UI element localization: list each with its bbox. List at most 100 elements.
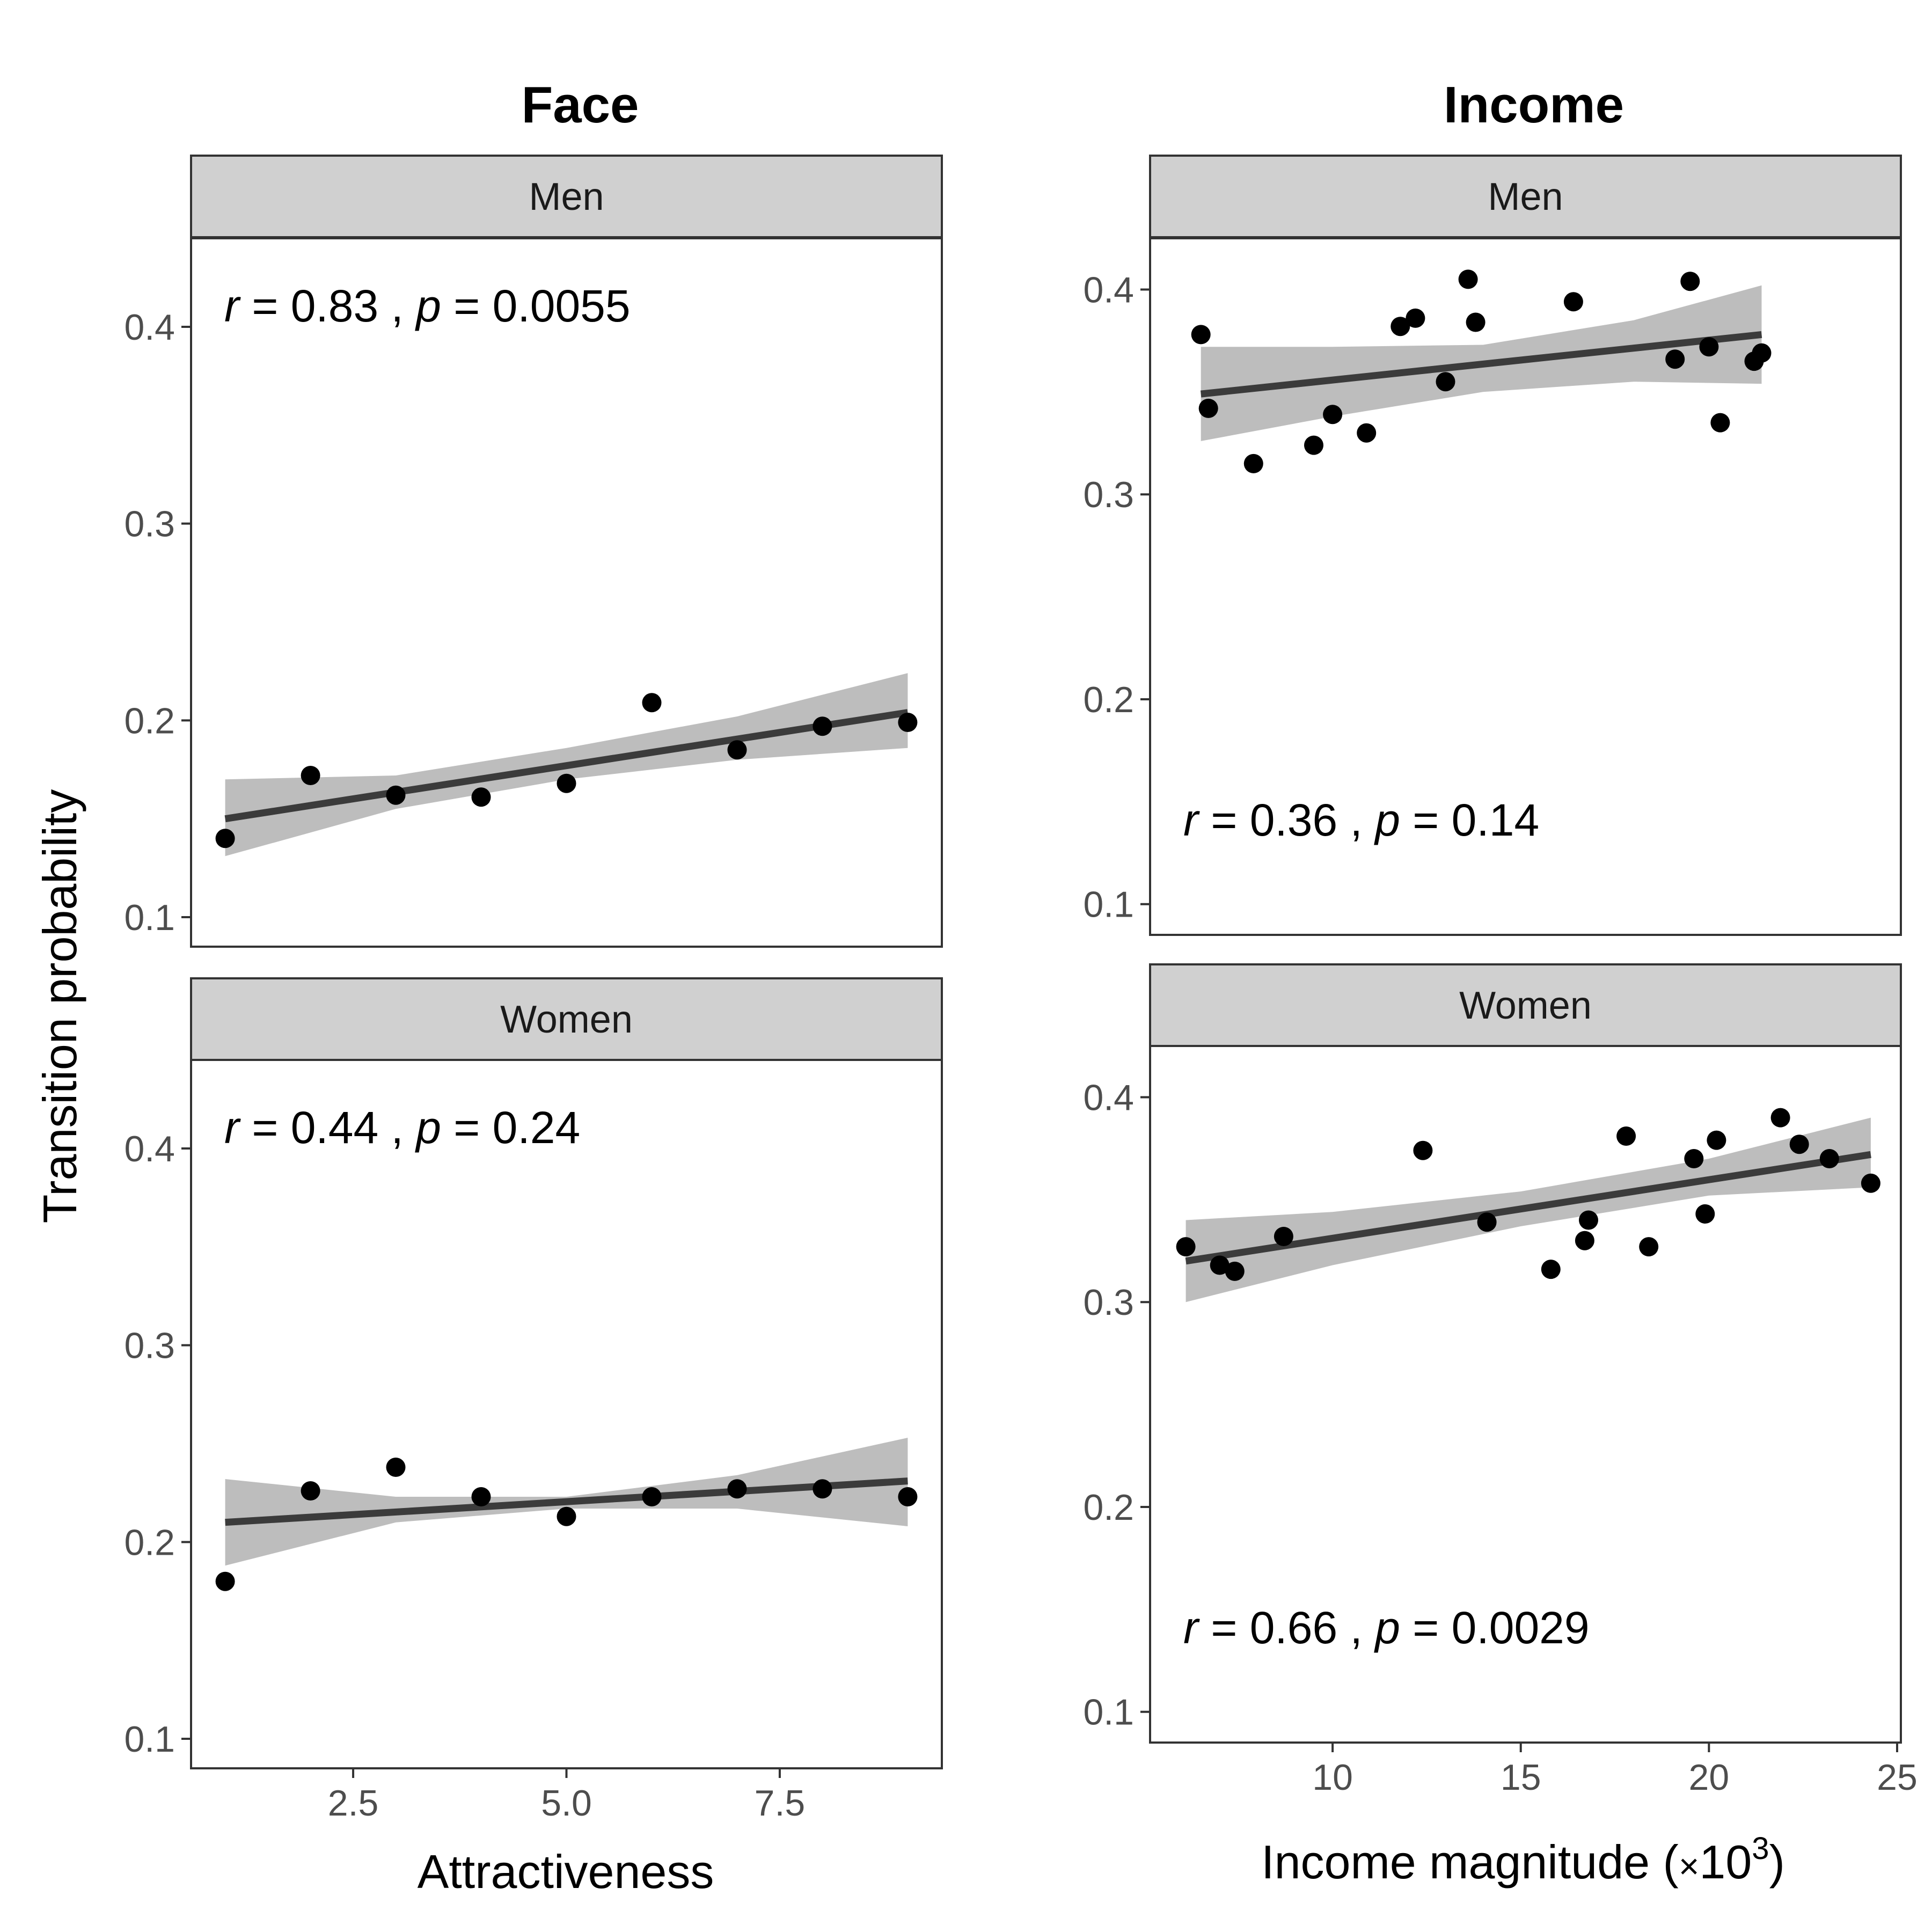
data-point-face-men-6 xyxy=(642,693,662,713)
y-tick-label-income-women: 0.1 xyxy=(1083,1692,1134,1733)
correlation-annotation-income-women: r = 0.66 , p = 0.0029 xyxy=(1183,1602,1590,1653)
data-point-income-men-13 xyxy=(1665,349,1685,369)
data-point-face-men-7 xyxy=(727,740,747,760)
regression-line-face-women xyxy=(225,1477,908,1526)
plot-area-face-men xyxy=(191,238,942,947)
regression-line-income-women xyxy=(1185,1151,1871,1265)
x-axis-label-income-base: 10 xyxy=(1699,1835,1752,1889)
strip-income-men xyxy=(1149,155,1902,238)
strip-label-face-men: Men xyxy=(529,175,604,218)
data-point-face-women-2 xyxy=(301,1481,320,1501)
data-point-income-women-10 xyxy=(1616,1126,1636,1146)
y-tick-label-income-men: 0.4 xyxy=(1083,269,1134,310)
data-point-income-women-17 xyxy=(1819,1149,1839,1168)
data-point-face-women-4 xyxy=(471,1487,491,1506)
data-point-face-men-5 xyxy=(557,773,576,793)
data-point-face-women-9 xyxy=(898,1487,918,1506)
x-tick-label-income-women: 25 xyxy=(1877,1757,1918,1798)
panel-border-income-women xyxy=(1149,1045,1902,1744)
data-point-income-women-11 xyxy=(1639,1237,1659,1257)
data-point-face-men-4 xyxy=(471,787,491,807)
y-tick-label-face-men: 0.1 xyxy=(124,897,175,938)
data-point-income-men-4 xyxy=(1304,435,1323,455)
x-axis-label-face: Attractiveness xyxy=(418,1845,714,1898)
x-axis-label-income-close: ) xyxy=(1769,1835,1785,1889)
y-tick-label-face-women: 0.3 xyxy=(124,1326,175,1366)
data-point-face-men-3 xyxy=(386,785,406,805)
strip-face-women xyxy=(190,977,943,1061)
data-point-income-women-6 xyxy=(1477,1212,1497,1232)
data-point-face-women-6 xyxy=(642,1487,662,1506)
strip-label-face-women: Women xyxy=(500,998,633,1041)
panel-income-women: Women 0.1 0.2 0.3 0.4 10 15 20 25 r = 0.66 , p = … xyxy=(1083,963,1918,1798)
data-point-income-men-3 xyxy=(1243,453,1263,473)
y-tick-label-face-women: 0.2 xyxy=(124,1522,175,1563)
y-tick-label-income-men: 0.1 xyxy=(1083,884,1134,925)
column-title-face: Face xyxy=(522,76,639,134)
x-tick-label-face-women: 7.5 xyxy=(755,1783,806,1824)
y-tick-label-face-men: 0.3 xyxy=(124,504,175,545)
data-point-face-women-1 xyxy=(215,1571,235,1591)
y-tick-label-face-women: 0.1 xyxy=(124,1719,175,1760)
data-point-income-men-18 xyxy=(1752,343,1772,363)
y-tick-label-income-men: 0.2 xyxy=(1083,679,1134,720)
data-point-income-women-1 xyxy=(1176,1237,1196,1257)
panel-face-men: Men 0.1 0.2 0.3 0.4 r = 0.83 , p = 0.0055 xyxy=(124,155,943,948)
data-point-income-men-9 xyxy=(1436,372,1455,392)
x-tick-label-face-women: 2.5 xyxy=(328,1783,379,1824)
data-point-face-women-8 xyxy=(813,1479,832,1499)
data-point-income-women-5 xyxy=(1413,1140,1433,1160)
y-tick-label-income-women: 0.4 xyxy=(1083,1077,1134,1118)
y-axis-label: Transition probability xyxy=(33,789,86,1224)
panel-border-face-men xyxy=(190,237,943,948)
y-tick-label-face-men: 0.4 xyxy=(124,307,175,348)
data-point-face-men-9 xyxy=(898,713,918,732)
data-point-face-women-7 xyxy=(727,1479,747,1499)
panel-face-women: Women 0.1 0.2 0.3 0.4 2.5 5.0 7.5 r = 0.44 , p =… xyxy=(124,977,943,1824)
data-point-income-men-15 xyxy=(1699,337,1719,357)
data-point-income-men-6 xyxy=(1357,423,1377,443)
x-axis-label-income-exponent: 3 xyxy=(1752,1831,1769,1866)
data-point-income-men-5 xyxy=(1323,405,1343,425)
x-axis-label-income-text: Income magnitude ( xyxy=(1261,1835,1679,1889)
y-tick-label-income-men: 0.3 xyxy=(1083,474,1134,515)
data-point-income-men-10 xyxy=(1458,269,1478,289)
strip-face-men xyxy=(190,155,943,238)
y-tick-label-income-women: 0.3 xyxy=(1083,1282,1134,1323)
data-point-income-men-2 xyxy=(1198,398,1218,418)
data-point-income-women-12 xyxy=(1684,1149,1704,1168)
data-point-income-women-13 xyxy=(1695,1204,1715,1224)
data-point-face-men-8 xyxy=(813,716,832,736)
data-point-income-men-11 xyxy=(1466,312,1485,332)
data-point-face-women-3 xyxy=(386,1458,406,1477)
x-axis-label-income: Income magnitude (×103) xyxy=(1261,1831,1785,1889)
panel-border-income-men xyxy=(1149,237,1902,936)
x-tick-label-face-women: 5.0 xyxy=(541,1783,592,1824)
strip-label-income-women: Women xyxy=(1459,984,1592,1027)
correlation-annotation-income-men: r = 0.36 , p = 0.14 xyxy=(1183,795,1539,845)
plot-area-face-women xyxy=(191,1060,942,1768)
panels: Men 0.1 0.2 0.3 0.4 r = 0.83 , p = 0.0055 Wome… xyxy=(124,155,1918,1824)
data-point-face-men-2 xyxy=(301,766,320,785)
x-tick-label-income-women: 10 xyxy=(1312,1757,1353,1798)
data-point-income-women-16 xyxy=(1789,1135,1809,1154)
data-point-income-men-16 xyxy=(1710,413,1730,433)
x-tick-label-income-women: 20 xyxy=(1689,1757,1730,1798)
y-tick-label-income-women: 0.2 xyxy=(1083,1487,1134,1528)
y-tick-label-face-men: 0.2 xyxy=(124,700,175,741)
data-point-income-men-1 xyxy=(1191,325,1211,345)
data-point-income-women-14 xyxy=(1707,1130,1726,1150)
data-point-income-women-7 xyxy=(1541,1260,1561,1279)
data-point-income-men-14 xyxy=(1680,272,1700,291)
regression-line-income-men xyxy=(1200,331,1762,398)
column-title-income: Income xyxy=(1444,76,1624,134)
data-point-income-men-12 xyxy=(1563,292,1583,312)
regression-line-face-men xyxy=(224,709,909,823)
data-point-face-women-5 xyxy=(557,1506,576,1526)
x-axis-label-income-times: × xyxy=(1679,1846,1700,1886)
data-point-face-men-1 xyxy=(215,829,235,848)
data-point-income-women-9 xyxy=(1579,1210,1598,1230)
data-point-income-women-15 xyxy=(1770,1108,1790,1128)
data-point-income-women-18 xyxy=(1861,1173,1880,1193)
